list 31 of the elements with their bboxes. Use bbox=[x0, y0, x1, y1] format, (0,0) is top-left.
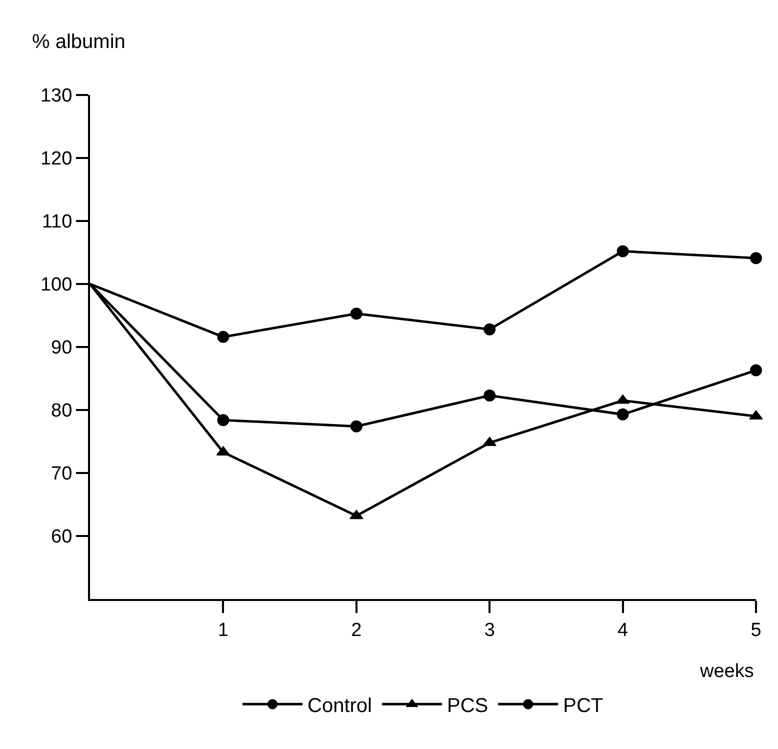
point bbox=[482, 436, 496, 446]
legend-label: Control bbox=[308, 694, 372, 717]
point bbox=[217, 414, 230, 426]
y-tick-label: 110 bbox=[42, 212, 72, 233]
point bbox=[350, 420, 362, 432]
y-tick-label: 70 bbox=[51, 464, 72, 485]
y-tick-label: 100 bbox=[40, 274, 72, 296]
point bbox=[350, 308, 362, 320]
x-tick-label: 4 bbox=[618, 620, 629, 641]
x-tick-label: 5 bbox=[750, 620, 762, 641]
point bbox=[616, 408, 629, 420]
point bbox=[350, 510, 364, 520]
x-tick-label: 2 bbox=[351, 620, 362, 641]
x-tick-label: 1 bbox=[218, 620, 228, 641]
y-tick-label: 120 bbox=[40, 148, 72, 170]
x-axis-title: weeks bbox=[699, 661, 754, 682]
x-tick-label: 3 bbox=[484, 620, 495, 641]
y-axis-title: % albumin bbox=[32, 31, 126, 53]
point bbox=[749, 410, 763, 420]
point bbox=[484, 390, 496, 402]
legend-label: PCS bbox=[446, 694, 488, 717]
point bbox=[616, 245, 629, 258]
point bbox=[750, 364, 762, 376]
y-tick-label: 90 bbox=[51, 338, 72, 359]
legend-label: PCT bbox=[563, 694, 604, 717]
point bbox=[217, 330, 230, 343]
point bbox=[750, 252, 762, 264]
y-tick-label: 130 bbox=[40, 86, 72, 107]
y-tick-label: 80 bbox=[51, 400, 72, 422]
point bbox=[484, 323, 496, 336]
y-tick-label: 60 bbox=[51, 526, 72, 548]
